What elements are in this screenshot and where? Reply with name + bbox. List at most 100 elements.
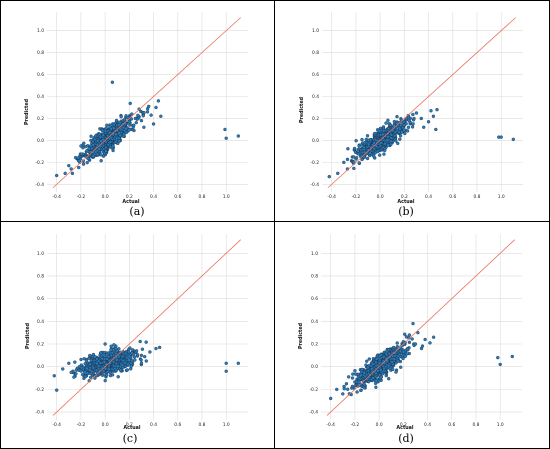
- panel-a-ytick-label-1: -0.2: [35, 160, 44, 166]
- panel-d-point: [401, 340, 406, 344]
- panel-c-point: [74, 368, 79, 372]
- panel-a-ytick-label-2: 0.0: [37, 138, 44, 144]
- panel-a-point: [224, 136, 228, 140]
- panel-b-ytick-label-0: -0.4: [310, 182, 319, 188]
- panel-a-point: [77, 165, 81, 170]
- panel-b-point: [359, 143, 364, 147]
- panel-b-point: [392, 134, 397, 138]
- panel-c-point: [91, 366, 96, 370]
- panel-c-point: [148, 350, 152, 354]
- panel-c-point: [105, 373, 109, 377]
- panel-a-grid: [47, 12, 248, 192]
- panel-b-point: [375, 138, 380, 143]
- panel-c-point: [73, 360, 77, 364]
- panel-d-xtick-label-7: 1.0: [497, 422, 504, 428]
- panel-a-point: [114, 136, 119, 141]
- panel-c-point: [120, 363, 125, 367]
- panel-c-point: [111, 360, 116, 364]
- panel-b-point: [354, 139, 358, 143]
- panel-d-point: [366, 380, 371, 384]
- panel-b-point: [368, 151, 372, 155]
- panel-c-point: [157, 345, 162, 350]
- panel-c: -0.4 -0.2 0.0 0.2 0.4 0.6 0.8 1.0 -0.4 -0.2 0.0 0.2…: [0, 221, 275, 449]
- panel-b-point: [342, 160, 346, 165]
- panel-d-point: [403, 354, 407, 359]
- panel-b-point: [327, 174, 331, 179]
- panel-b-point: [360, 137, 364, 142]
- panel-c-identity-line: [52, 239, 242, 416]
- panel-d-point: [375, 357, 379, 361]
- panel-d-point: [404, 335, 409, 339]
- panel-c-point: [102, 353, 106, 358]
- panel-a-point: [76, 156, 81, 160]
- panel-d-point: [387, 352, 392, 356]
- panel-a-point: [128, 101, 132, 106]
- panel-b-point: [365, 156, 370, 161]
- panel-c-point: [143, 354, 147, 359]
- panel-a-xtick-label-4: 0.4: [150, 194, 157, 200]
- panel-a-point: [141, 114, 145, 118]
- panel-b-point: [351, 155, 356, 159]
- panel-d-point: [353, 372, 358, 376]
- panel-a-point: [94, 150, 98, 154]
- panel-c-point: [110, 373, 115, 377]
- panel-d-point: [498, 362, 502, 367]
- panel-a-caption: (a): [129, 205, 144, 218]
- panel-c-xtick-label-5: 0.6: [174, 422, 181, 428]
- panel-c-point: [127, 358, 131, 362]
- panel-b-point: [414, 111, 419, 115]
- panel-d-xtick-label-5: 0.6: [448, 422, 455, 428]
- panel-a-point: [132, 128, 136, 133]
- panel-b-point: [362, 150, 367, 154]
- panel-a-point: [104, 126, 108, 130]
- panel-d-point: [374, 385, 378, 389]
- panel-d-point: [382, 366, 386, 371]
- panel-a-point: [118, 126, 123, 131]
- panel-a-point: [119, 115, 123, 119]
- panel-d-xtick-label-2: 0.0: [376, 422, 383, 428]
- panel-d-point: [413, 342, 418, 346]
- panel-d-ytick-label-2: 0.0: [311, 364, 318, 370]
- panel-d-point: [387, 377, 391, 381]
- panel-d-point: [403, 332, 407, 336]
- panel-c-point: [130, 348, 135, 352]
- panel-a-point: [114, 118, 119, 123]
- panel-b-point: [388, 123, 393, 127]
- panel-c-point: [97, 369, 102, 373]
- panel-d-point: [362, 382, 366, 386]
- panel-b-ytick-label-4: 0.4: [312, 94, 319, 100]
- panel-c-ytick-label-5: 0.6: [37, 296, 44, 302]
- panel-a-point: [70, 171, 75, 176]
- panel-b-ytick-label-1: -0.2: [310, 160, 319, 166]
- panel-c-point: [82, 357, 86, 361]
- panel-a-ytick-label-0: -0.4: [35, 182, 44, 188]
- panel-c-point: [116, 364, 120, 368]
- panel-c-caption: (c): [123, 432, 138, 445]
- panel-c-ytick-label-7: 1.0: [37, 251, 44, 257]
- panel-b-point: [410, 125, 415, 129]
- panel-b-ytick-label-3: 0.2: [312, 116, 319, 122]
- panel-b-point: [412, 116, 416, 121]
- panel-d-ytick-label-4: 0.4: [311, 319, 318, 325]
- panel-d-point: [351, 372, 355, 376]
- panel-a-point: [142, 125, 146, 129]
- panel-a-point: [108, 140, 113, 144]
- panel-d-point: [379, 375, 383, 379]
- panel-c-point: [154, 346, 158, 351]
- panel-c-point: [125, 368, 130, 372]
- panel-d-ytick-label-1: -0.2: [309, 387, 318, 393]
- panel-b-point: [363, 140, 367, 145]
- panel-a-point: [73, 155, 78, 160]
- panel-d-point: [374, 360, 378, 364]
- panel-b-ytick-label-7: 1.0: [312, 28, 319, 34]
- panel-c-point: [72, 375, 76, 379]
- panel-b-point: [422, 125, 426, 129]
- panel-c-point: [95, 357, 99, 361]
- panel-a-point: [100, 128, 105, 133]
- panel-c-point: [129, 367, 133, 371]
- panel-c-xtick-label-1: -0.2: [77, 422, 86, 428]
- panel-b-point: [365, 134, 370, 138]
- panel-c-point: [103, 378, 107, 383]
- panel-b-point: [346, 147, 350, 151]
- panel-a-point: [127, 120, 132, 124]
